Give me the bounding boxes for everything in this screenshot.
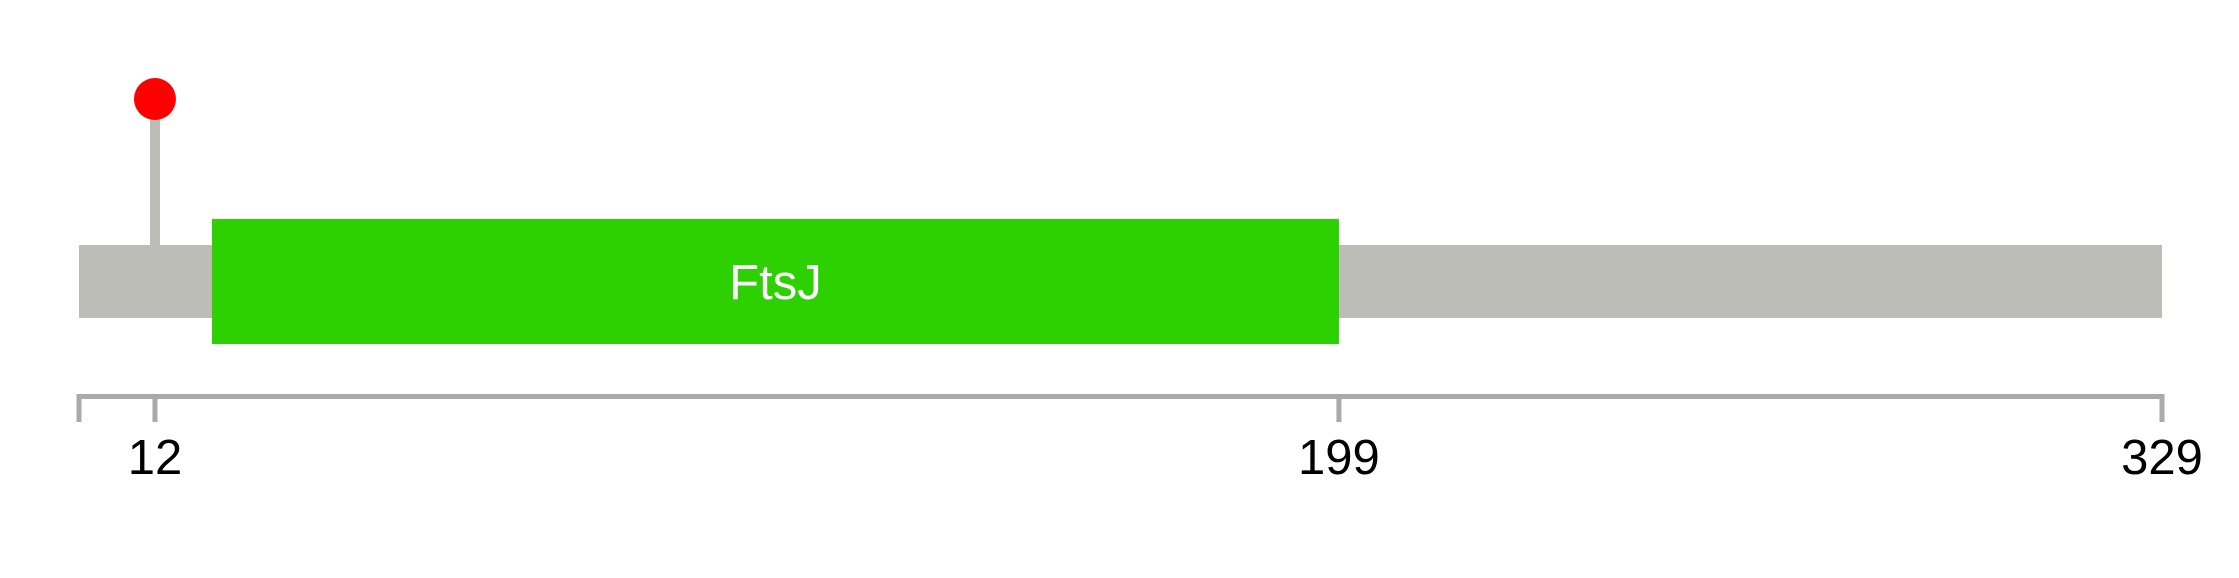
mutation-marker[interactable] [133, 78, 176, 120]
domains: FtsJ [211, 219, 1339, 344]
domain-label: FtsJ [729, 256, 822, 310]
position-axis: 12 199 329 [76, 394, 2203, 485]
axis-line [77, 394, 2164, 399]
axis-tick-label: 329 [2121, 431, 2203, 485]
mutation-lollipops [133, 78, 176, 249]
axis-tick [2159, 394, 2165, 422]
axis-tick-label: 12 [128, 431, 183, 485]
axis-tick [152, 394, 158, 422]
axis-tick [76, 394, 82, 422]
domain-ftsj[interactable] [211, 219, 1339, 344]
axis-tick-label: 199 [1298, 431, 1380, 485]
axis-tick [1336, 394, 1342, 422]
mutation-stem [149, 99, 160, 249]
